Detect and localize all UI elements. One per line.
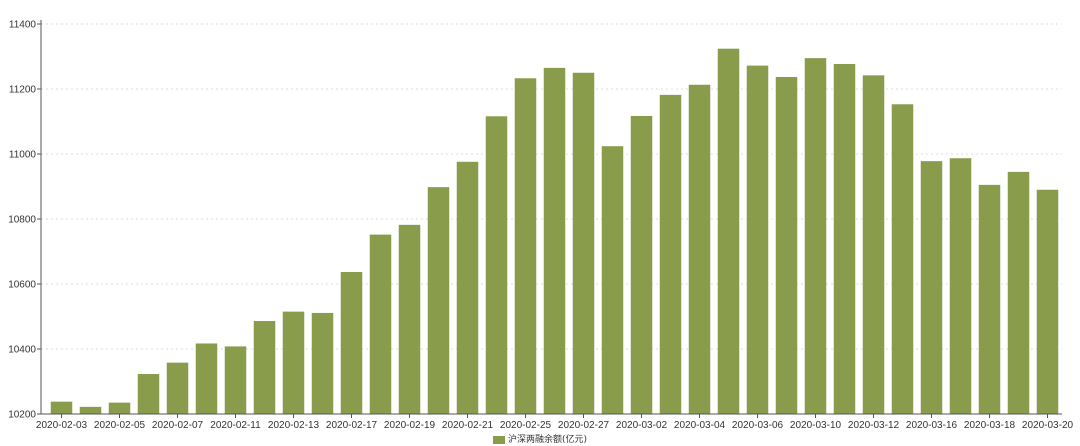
y-tick-label: 10200 <box>8 410 36 421</box>
bar[interactable] <box>224 346 247 414</box>
x-tick-label: 2020-03-18 <box>964 420 1016 431</box>
bar[interactable] <box>862 75 885 414</box>
bar[interactable] <box>601 146 624 414</box>
axes <box>40 20 1062 415</box>
bar[interactable] <box>804 58 827 414</box>
legend[interactable]: 沪深两融余额(亿元) <box>0 434 1080 446</box>
x-tick-label: 2020-02-19 <box>384 420 436 431</box>
bar[interactable] <box>833 63 856 414</box>
x-tick-label: 2020-03-16 <box>906 420 958 431</box>
y-tick-label: 11000 <box>9 150 37 161</box>
bar[interactable] <box>166 362 189 414</box>
bar[interactable] <box>659 94 682 414</box>
x-axis-ticks: 2020-02-03 2020-02-05 2020-02-07 2020-02-11… <box>36 414 1074 431</box>
bar[interactable] <box>717 48 740 414</box>
x-tick-label: 2020-03-20 <box>1022 420 1074 431</box>
y-tick-label: 11200 <box>9 85 37 96</box>
bar[interactable] <box>282 311 305 414</box>
bar[interactable] <box>514 78 537 415</box>
bar[interactable] <box>79 406 102 414</box>
x-tick-label: 2020-03-04 <box>674 420 726 431</box>
x-tick-label: 2020-02-21 <box>442 420 494 431</box>
bar[interactable] <box>891 104 914 415</box>
bar[interactable] <box>1007 171 1030 414</box>
bar[interactable] <box>920 161 943 414</box>
bar[interactable] <box>485 116 508 415</box>
y-axis-ticks: 10200 10400 10600 10800 11000 11200 11400 <box>8 20 41 421</box>
bar[interactable] <box>543 67 566 414</box>
bar[interactable] <box>108 402 131 414</box>
y-tick-label: 10600 <box>8 280 36 291</box>
y-tick-label: 10800 <box>8 215 36 226</box>
bar[interactable] <box>746 65 769 414</box>
x-tick-label: 2020-02-05 <box>94 420 146 431</box>
bar[interactable] <box>253 321 276 414</box>
x-tick-label: 2020-03-10 <box>790 420 842 431</box>
bar[interactable] <box>630 115 653 414</box>
x-tick-label: 2020-02-11 <box>210 420 261 431</box>
bar-chart: 10200 10400 10600 10800 11000 11200 11400 2020… <box>8 20 1074 432</box>
bar[interactable] <box>195 343 218 414</box>
x-tick-label: 2020-02-27 <box>558 420 610 431</box>
bar[interactable] <box>427 187 450 414</box>
legend-swatch <box>492 436 505 444</box>
x-tick-label: 2020-02-17 <box>326 420 378 431</box>
bars <box>50 48 1059 415</box>
bar[interactable] <box>340 271 363 414</box>
x-tick-label: 2020-02-13 <box>268 420 320 431</box>
x-tick-label: 2020-03-02 <box>616 420 668 431</box>
bar[interactable] <box>949 158 972 414</box>
x-tick-label: 2020-02-07 <box>152 420 204 431</box>
bar[interactable] <box>456 161 479 414</box>
y-tick-label: 11400 <box>9 20 37 31</box>
bar[interactable] <box>688 84 711 415</box>
bar[interactable] <box>369 234 392 414</box>
x-tick-label: 2020-02-03 <box>36 420 88 431</box>
bar[interactable] <box>398 224 421 414</box>
x-tick-label: 2020-03-06 <box>732 420 784 431</box>
y-tick-label: 10400 <box>8 345 36 356</box>
legend-label: 沪深两融余额(亿元) <box>507 435 588 445</box>
bar[interactable] <box>978 184 1001 414</box>
bar[interactable] <box>137 374 160 414</box>
bar[interactable] <box>572 72 595 414</box>
bar[interactable] <box>50 401 73 414</box>
x-tick-label: 2020-03-12 <box>848 420 900 431</box>
bar[interactable] <box>311 312 334 414</box>
bar[interactable] <box>775 76 798 414</box>
bar[interactable] <box>1036 189 1059 414</box>
x-tick-label: 2020-02-25 <box>500 420 552 431</box>
